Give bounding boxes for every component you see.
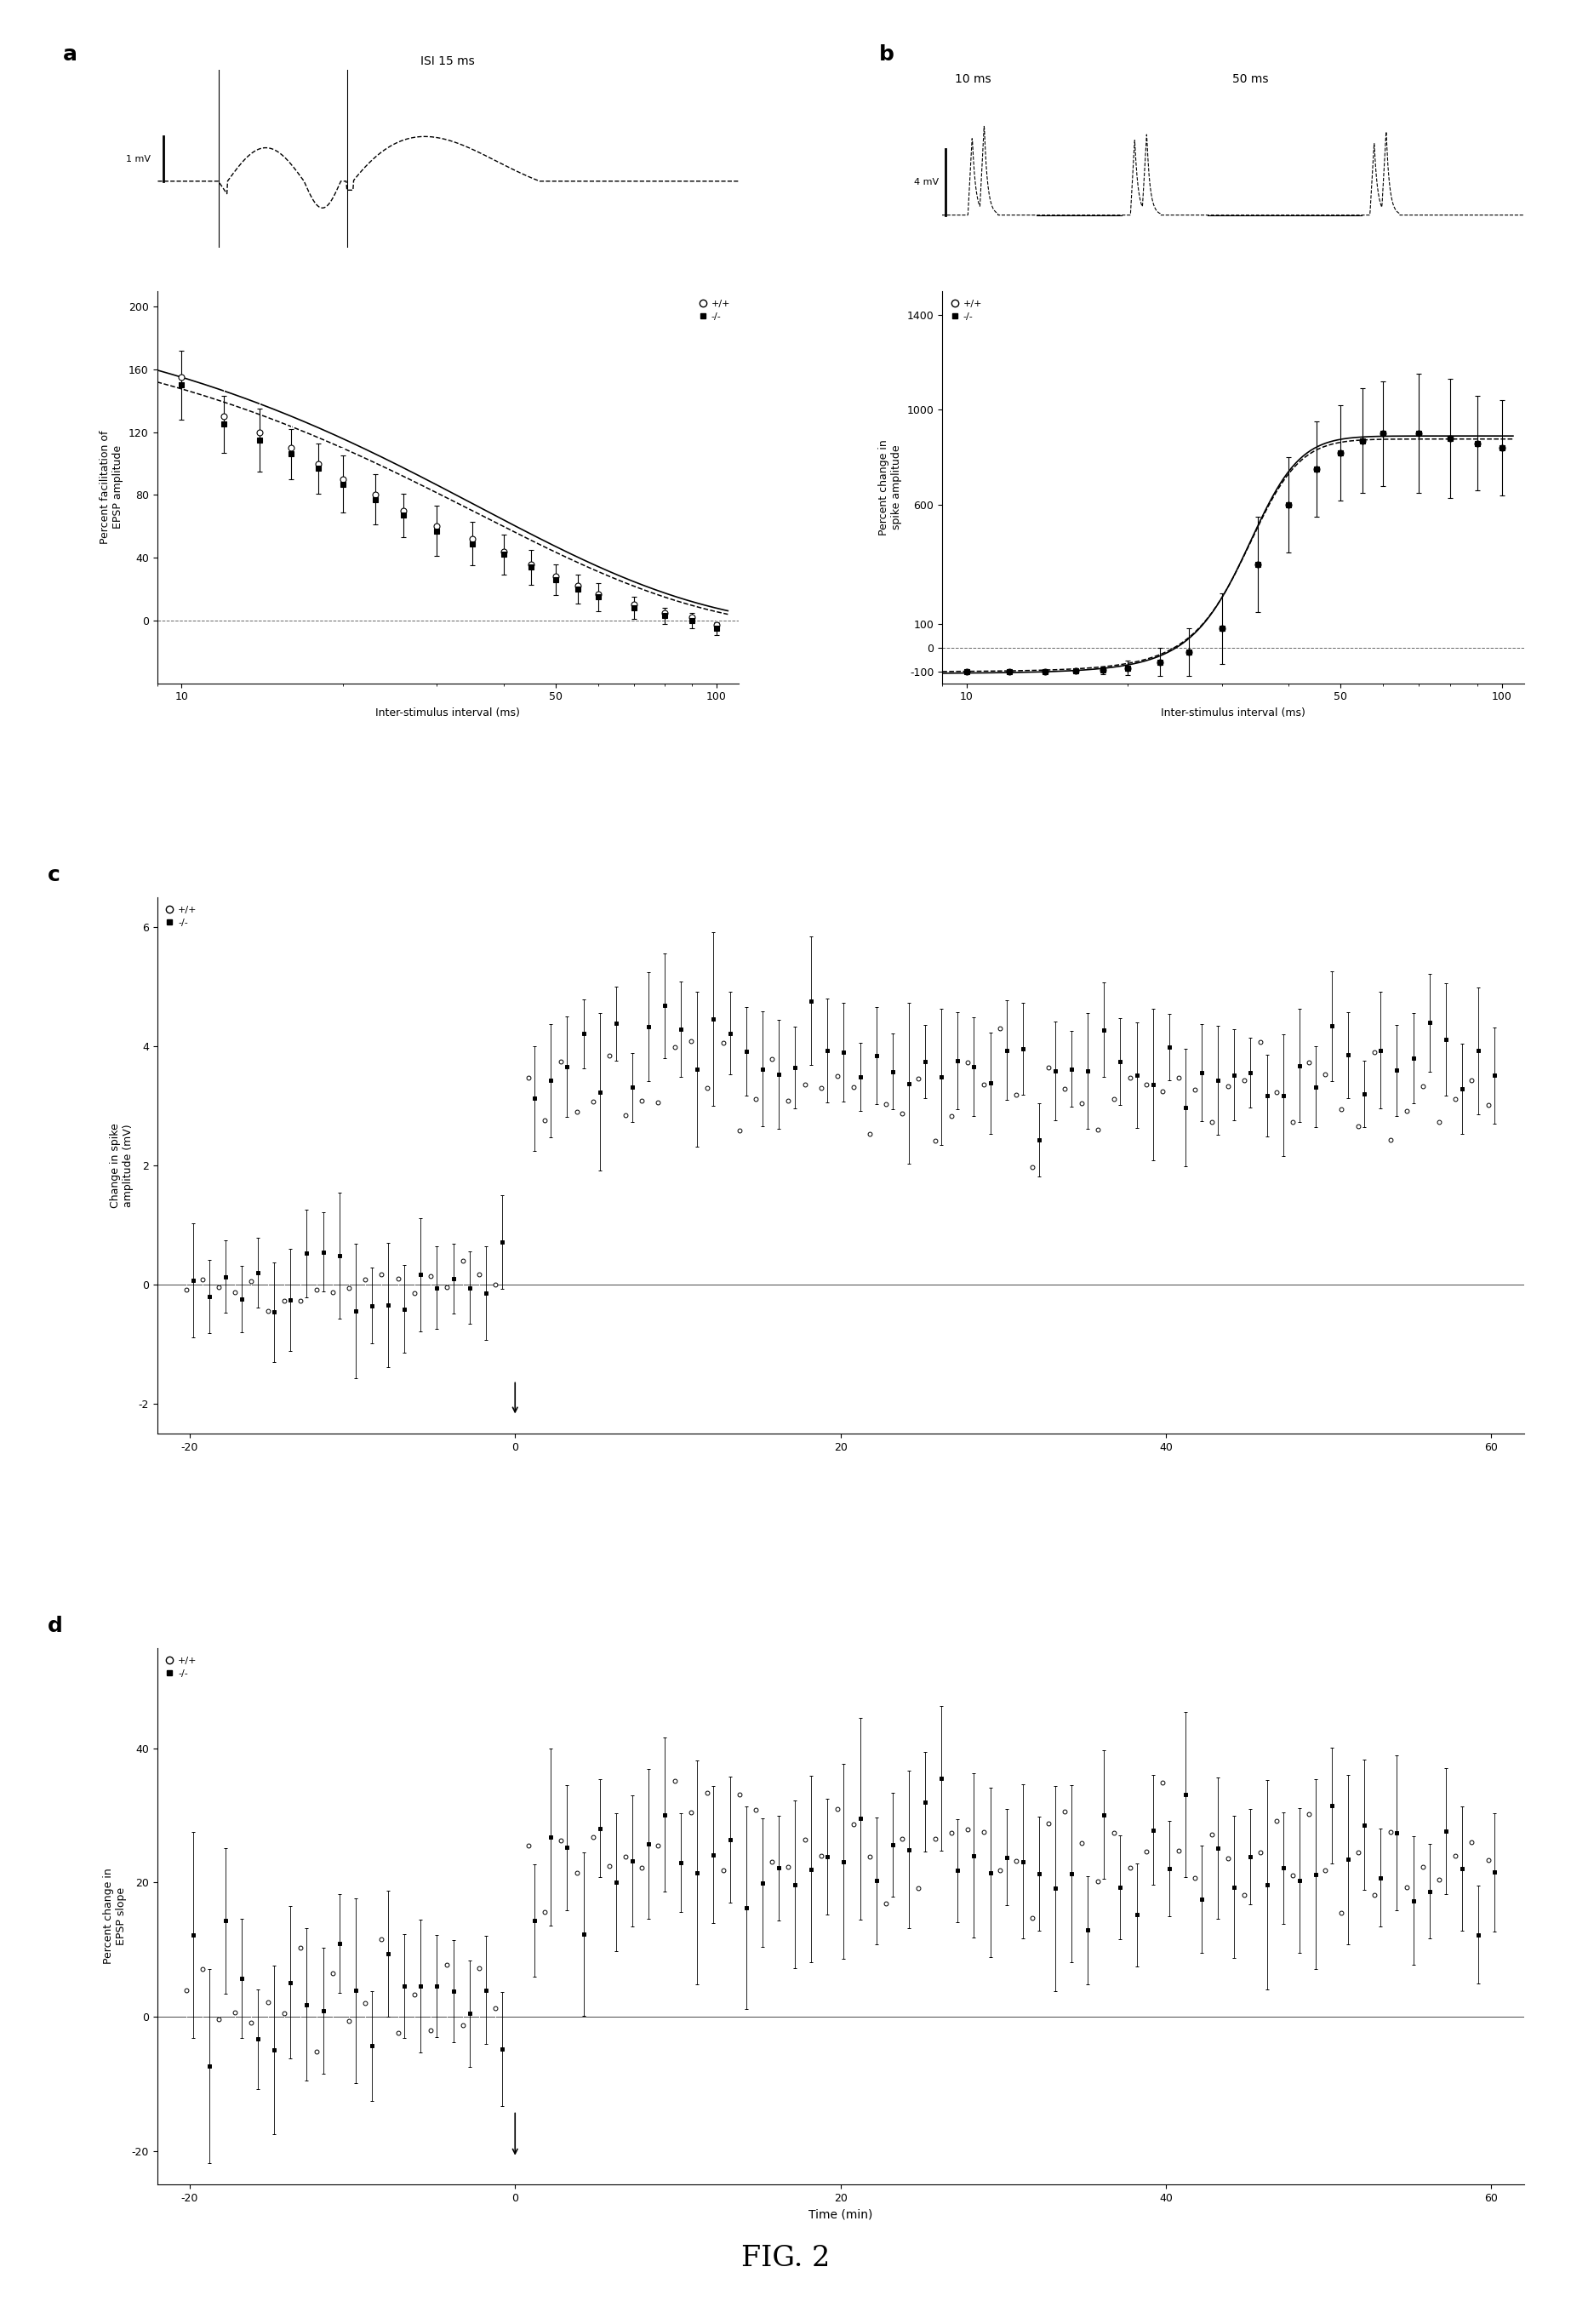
Legend: +/+, -/-: +/+, -/- [694, 295, 734, 325]
Y-axis label: Percent change in
spike amplitude: Percent change in spike amplitude [878, 439, 902, 535]
Y-axis label: Change in spike
amplitude (mV): Change in spike amplitude (mV) [110, 1122, 134, 1208]
Title: ISI 15 ms: ISI 15 ms [421, 56, 474, 67]
Text: FIG. 2: FIG. 2 [742, 2245, 829, 2273]
Text: 50 ms: 50 ms [1232, 74, 1268, 86]
X-axis label: Time (min): Time (min) [809, 2208, 872, 2219]
Text: d: d [47, 1615, 63, 1636]
Text: 1 mV: 1 mV [126, 156, 151, 163]
X-axis label: Inter-stimulus interval (ms): Inter-stimulus interval (ms) [1161, 706, 1306, 718]
X-axis label: Inter-stimulus interval (ms): Inter-stimulus interval (ms) [375, 706, 520, 718]
Y-axis label: Percent change in
EPSP slope: Percent change in EPSP slope [104, 1868, 127, 1964]
Text: c: c [47, 865, 60, 885]
Legend: +/+, -/-: +/+, -/- [162, 902, 201, 932]
Text: a: a [63, 44, 77, 65]
Text: 4 mV: 4 mV [914, 177, 939, 186]
Legend: +/+, -/-: +/+, -/- [162, 1652, 201, 1683]
Text: b: b [880, 44, 894, 65]
Legend: +/+, -/-: +/+, -/- [947, 295, 987, 325]
Text: 10 ms: 10 ms [955, 74, 991, 86]
Y-axis label: Percent facilitation of
EPSP amplitude: Percent facilitation of EPSP amplitude [101, 430, 124, 544]
